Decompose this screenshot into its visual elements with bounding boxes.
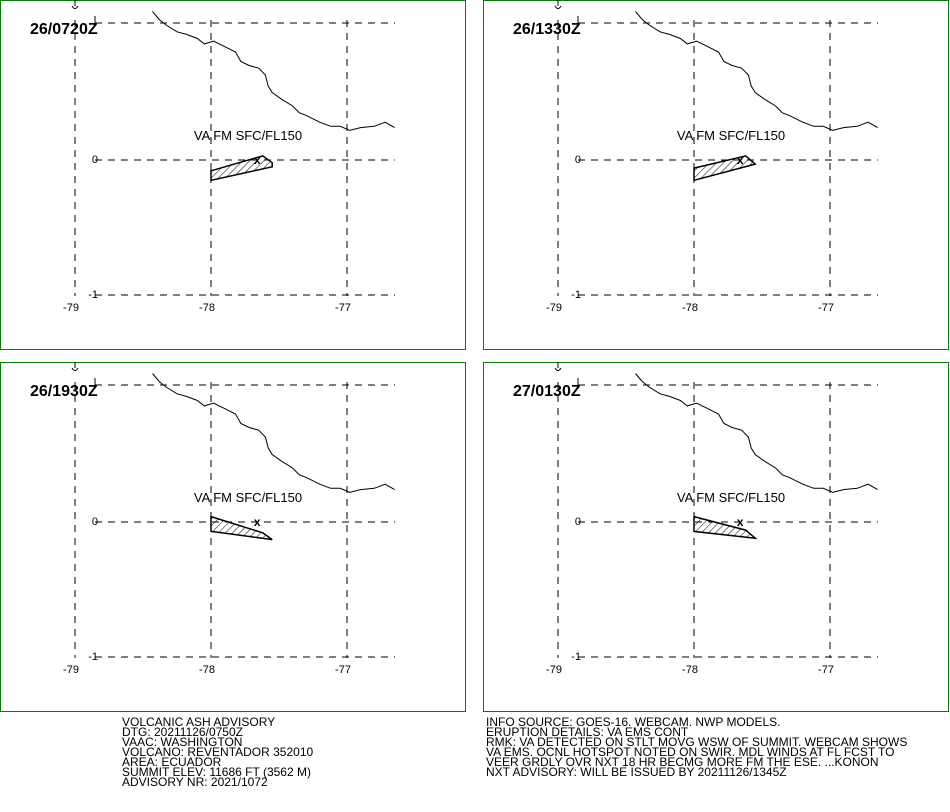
advisory-line: NXT ADVISORY: WILL BE ISSUED BY 20211126… bbox=[486, 765, 787, 779]
border-line bbox=[635, 373, 878, 493]
advisory-right: INFO SOURCE: GOES-16. WEBCAM. NWP MODELS… bbox=[486, 715, 908, 779]
advisory-line: DTG: 20211126/0750Z bbox=[122, 725, 243, 739]
map-marker-icon bbox=[554, 0, 562, 9]
lon-tick-label: -79 bbox=[63, 302, 79, 314]
ash-cloud-polygon bbox=[210, 515, 273, 541]
lon-tick-label: -77 bbox=[818, 302, 834, 314]
lon-tick-label: -78 bbox=[199, 664, 215, 676]
map-panel-1: -79 -78 -77 0 -1 26/0720Z VA FM SFC/FL150 x bbox=[0, 0, 466, 350]
lon-tick-label: -79 bbox=[63, 664, 79, 676]
volcano-icon: x bbox=[737, 515, 744, 529]
border-line bbox=[152, 11, 395, 131]
border-line bbox=[152, 373, 395, 493]
advisory-line: VA EMS. OCNL HOTSPOT NOTED ON SWIR. MDL … bbox=[486, 745, 895, 759]
map-panel-2: -79 -78 -77 0 -1 26/1330Z VA FM SFC/FL150 x bbox=[483, 0, 949, 350]
map-marker-icon bbox=[71, 362, 79, 371]
advisory-line: ADVISORY NR: 2021/1072 bbox=[122, 775, 268, 789]
lat-tick-label: -1 bbox=[88, 651, 98, 663]
map-svg: -79 -78 -77 0 -1 26/1330Z VA FM SFC/FL150 x bbox=[483, 0, 949, 350]
advisory-line: VEER GRDLY OVR NXT 18 HR BECMG MORE FM T… bbox=[486, 755, 879, 769]
lat-tick-label: 0 bbox=[92, 154, 98, 166]
map-panel-4: -79 -78 -77 0 -1 27/0130Z VA FM SFC/FL150 x bbox=[483, 362, 949, 712]
lat-tick-label: 0 bbox=[575, 154, 581, 166]
ash-cloud-polygon bbox=[693, 155, 757, 182]
advisory-line: VAAC: WASHINGTON bbox=[122, 735, 243, 749]
lat-tick-label: -1 bbox=[571, 651, 581, 663]
lon-tick-label: -79 bbox=[546, 664, 562, 676]
ash-cloud-polygon bbox=[693, 515, 758, 540]
advisory-line: ERUPTION DETAILS: VA EMS CONT bbox=[486, 725, 689, 739]
cloud-label: VA FM SFC/FL150 bbox=[194, 490, 302, 505]
time-label: 26/1930Z bbox=[30, 383, 98, 400]
advisory-left: VOLCANIC ASH ADVISORY DTG: 20211126/0750… bbox=[122, 715, 314, 789]
lon-tick-label: -77 bbox=[335, 664, 351, 676]
cloud-label: VA FM SFC/FL150 bbox=[194, 128, 302, 143]
time-label: 26/1330Z bbox=[513, 21, 581, 38]
map-panel-3: -79 -78 -77 0 -1 26/1930Z VA FM SFC/FL150 x bbox=[0, 362, 466, 712]
lat-tick-label: -1 bbox=[571, 289, 581, 301]
advisory-line: AREA: ECUADOR bbox=[122, 755, 222, 769]
map-marker-icon bbox=[554, 362, 562, 371]
volcano-icon: x bbox=[737, 153, 744, 167]
cloud-label: VA FM SFC/FL150 bbox=[677, 128, 785, 143]
lon-tick-label: -79 bbox=[546, 302, 562, 314]
map-frame bbox=[483, 362, 949, 712]
cloud-label: VA FM SFC/FL150 bbox=[677, 490, 785, 505]
advisory-line: SUMMIT ELEV: 11686 FT (3562 M) bbox=[122, 765, 311, 779]
time-label: 26/0720Z bbox=[30, 21, 98, 38]
volcano-icon: x bbox=[254, 515, 261, 529]
time-label: 27/0130Z bbox=[513, 383, 581, 400]
map-frame bbox=[0, 362, 466, 712]
volcano-icon: x bbox=[254, 153, 261, 167]
lat-tick-label: 0 bbox=[92, 516, 98, 528]
ash-cloud-polygon bbox=[210, 155, 273, 182]
advisory-line: VOLCANO: REVENTADOR 352010 bbox=[122, 745, 314, 759]
lon-tick-label: -77 bbox=[335, 302, 351, 314]
map-svg: -79 -78 -77 0 -1 27/0130Z VA FM SFC/FL150 x bbox=[483, 362, 949, 712]
lon-tick-label: -78 bbox=[199, 302, 215, 314]
border-line bbox=[635, 11, 878, 131]
lon-tick-label: -78 bbox=[682, 302, 698, 314]
lon-tick-label: -77 bbox=[818, 664, 834, 676]
advisory-line: RMK: VA DETECTED ON STLT MOVG WSW OF SUM… bbox=[486, 735, 908, 749]
map-svg: -79 -78 -77 0 -1 26/0720Z VA FM SFC/FL150 x bbox=[0, 0, 466, 350]
lon-tick-label: -78 bbox=[682, 664, 698, 676]
lat-tick-label: 0 bbox=[575, 516, 581, 528]
advisory-line: INFO SOURCE: GOES-16. WEBCAM. NWP MODELS… bbox=[486, 715, 781, 729]
map-svg: -79 -78 -77 0 -1 26/1930Z VA FM SFC/FL150 x bbox=[0, 362, 466, 712]
map-marker-icon bbox=[71, 0, 79, 9]
lat-tick-label: -1 bbox=[88, 289, 98, 301]
advisory-line: VOLCANIC ASH ADVISORY bbox=[122, 715, 276, 729]
